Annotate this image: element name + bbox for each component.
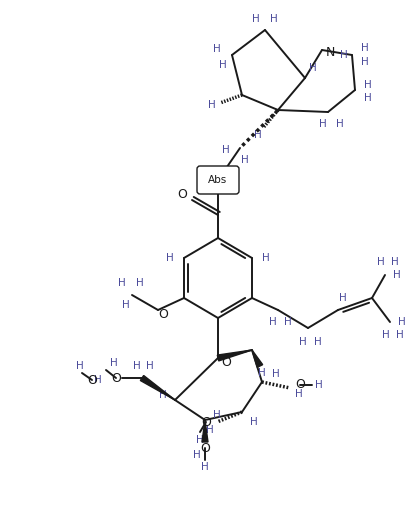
Polygon shape bbox=[140, 376, 175, 400]
Text: H: H bbox=[396, 330, 404, 340]
Text: O: O bbox=[221, 356, 231, 368]
Text: H: H bbox=[364, 80, 372, 90]
Text: H: H bbox=[258, 368, 266, 378]
Text: H: H bbox=[377, 257, 385, 267]
Text: H: H bbox=[309, 63, 317, 73]
Text: H: H bbox=[361, 43, 369, 53]
Text: O: O bbox=[177, 188, 187, 202]
Text: O: O bbox=[200, 442, 210, 455]
Text: H: H bbox=[208, 100, 216, 110]
Text: H: H bbox=[76, 361, 84, 371]
Text: H: H bbox=[382, 330, 390, 340]
Text: H: H bbox=[110, 358, 118, 368]
Text: H: H bbox=[361, 57, 369, 67]
Text: H: H bbox=[166, 253, 174, 263]
Text: H: H bbox=[193, 450, 201, 460]
Text: H: H bbox=[206, 425, 214, 435]
Polygon shape bbox=[252, 350, 263, 367]
Text: H: H bbox=[146, 361, 154, 371]
Text: H: H bbox=[270, 14, 278, 24]
Text: H: H bbox=[340, 50, 348, 60]
Text: O: O bbox=[201, 415, 211, 428]
Text: H: H bbox=[398, 317, 406, 327]
Text: H: H bbox=[254, 130, 262, 140]
Text: H: H bbox=[314, 337, 322, 347]
Text: H: H bbox=[319, 119, 327, 129]
Text: H: H bbox=[159, 390, 167, 400]
Text: H: H bbox=[219, 60, 227, 70]
Text: H: H bbox=[295, 389, 303, 399]
Text: H: H bbox=[136, 278, 144, 288]
Text: H: H bbox=[272, 369, 280, 379]
Text: H: H bbox=[315, 380, 323, 390]
Text: H: H bbox=[269, 317, 277, 327]
Text: O: O bbox=[111, 372, 121, 384]
Text: H: H bbox=[213, 44, 221, 54]
Text: H: H bbox=[391, 257, 399, 267]
Text: H: H bbox=[201, 462, 209, 472]
Text: H: H bbox=[241, 155, 249, 165]
Text: H: H bbox=[196, 435, 204, 445]
Text: Abs: Abs bbox=[208, 175, 228, 185]
FancyBboxPatch shape bbox=[197, 166, 239, 194]
Text: O: O bbox=[295, 379, 305, 392]
Text: H: H bbox=[336, 119, 344, 129]
Text: H: H bbox=[262, 253, 270, 263]
Text: H: H bbox=[213, 410, 221, 420]
Text: N: N bbox=[325, 45, 335, 58]
Text: H: H bbox=[393, 270, 401, 280]
Text: H: H bbox=[222, 145, 230, 155]
Text: O: O bbox=[87, 374, 97, 386]
Text: H: H bbox=[252, 14, 260, 24]
Text: H: H bbox=[364, 93, 372, 103]
Text: H: H bbox=[339, 293, 347, 303]
Text: H: H bbox=[133, 361, 141, 371]
Text: O: O bbox=[158, 309, 168, 321]
Text: H: H bbox=[94, 375, 102, 385]
Text: H: H bbox=[250, 417, 258, 427]
Text: H: H bbox=[118, 278, 126, 288]
Polygon shape bbox=[202, 420, 208, 442]
Text: H: H bbox=[284, 317, 292, 327]
Polygon shape bbox=[217, 350, 252, 361]
Text: H: H bbox=[122, 300, 130, 310]
Text: H: H bbox=[299, 337, 307, 347]
